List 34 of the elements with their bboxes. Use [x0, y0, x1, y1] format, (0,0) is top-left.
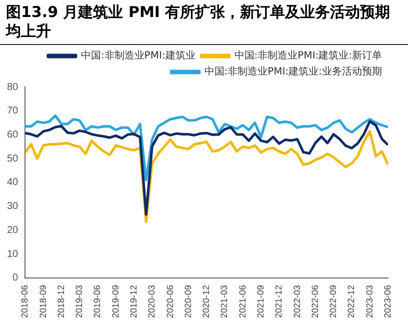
x-tick-label: 2018-06: [20, 284, 30, 318]
x-tick-label: 2018-09: [38, 284, 48, 318]
y-tick-label: 50: [7, 153, 19, 164]
chart-title: 图13.9 月建筑业 PMI 有所扩张，新订单及业务活动预期均上升: [0, 0, 408, 45]
y-tick-label: 40: [7, 177, 19, 188]
y-tick-label: 70: [7, 106, 19, 117]
legend-label: 中国:非制造业PMI:建筑业:业务活动预期: [204, 66, 382, 78]
x-tick-label: 2022-12: [346, 284, 356, 318]
legend-label: 中国:非制造业PMI:建筑业:新订单: [234, 50, 382, 62]
y-tick-label: 10: [7, 248, 19, 260]
x-tick-label: 2020-03: [146, 284, 157, 318]
y-tick-label: 30: [7, 201, 19, 212]
x-tick-label: 2019-12: [128, 284, 138, 318]
x-tick-label: 2022-06: [310, 284, 320, 318]
x-tick-label: 2020-06: [164, 284, 175, 318]
x-tick-label: 2023-03: [364, 284, 374, 318]
x-tick-label: 2021-12: [274, 284, 284, 318]
x-tick-label: 2021-06: [237, 284, 248, 318]
x-tick-label: 2021-03: [219, 284, 230, 318]
x-tick-label: 2019-03: [74, 284, 84, 318]
x-tick-label: 2022-03: [292, 284, 302, 318]
x-tick-label: 2020-09: [182, 284, 193, 318]
y-tick-label: 20: [7, 224, 19, 236]
x-tick-label: 2021-09: [255, 284, 266, 318]
x-tick-label: 2019-06: [92, 284, 102, 318]
legend-label: 中国:非制造业PMI:建筑业: [80, 50, 196, 62]
x-tick-label: 2023-06: [382, 284, 392, 318]
y-tick-label: 60: [7, 129, 19, 140]
x-tick-label: 2020-12: [201, 284, 212, 318]
x-tick-label: 2022-09: [328, 284, 338, 318]
x-tick-label: 2019-09: [110, 284, 120, 318]
x-tick-label: 2018-12: [56, 284, 66, 318]
y-tick-label: 80: [7, 82, 19, 93]
y-tick-label: 0: [12, 272, 19, 284]
